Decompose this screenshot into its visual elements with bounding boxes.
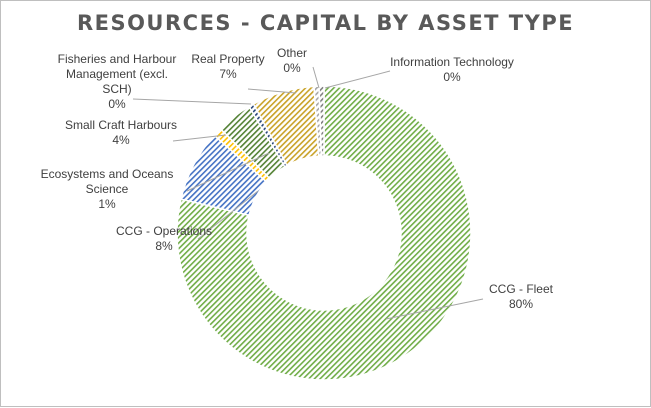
leader-line-other: [312, 66, 320, 89]
leader-line-information-technology: [324, 70, 391, 89]
slice-ccg-fleet: [176, 85, 472, 381]
data-label-fisheries-and-harbour-management-excl-sch: Fisheries and Harbour Management (excl. SC…: [58, 52, 177, 111]
leader-line-ccg-fleet: [385, 298, 484, 320]
data-label-information-technology: Information Technology 0%: [390, 55, 514, 84]
leader-line-ecosystems-and-oceans-science: [186, 152, 270, 192]
leader-line-real-property: [247, 88, 297, 94]
data-label-ecosystems-and-oceans-science: Ecosystems and Oceans Science 1%: [41, 167, 174, 211]
data-label-small-craft-harbours: Small Craft Harbours 4%: [65, 118, 177, 147]
data-label-other: Other 0%: [277, 46, 307, 75]
chart-title: RESOURCES - CAPITAL BY ASSET TYPE: [76, 11, 575, 35]
leader-line-ccg-operations: [197, 190, 259, 240]
data-label-real-property: Real Property 7%: [191, 52, 264, 81]
slice-information-technology: [318, 85, 325, 157]
leader-line-fisheries-and-harbour-management-excl-sch: [132, 98, 252, 105]
data-label-ccg-operations: CCG - Operations 8%: [116, 224, 212, 253]
leader-line-small-craft-harbours: [172, 134, 227, 142]
data-label-ccg-fleet: CCG - Fleet 80%: [489, 282, 554, 311]
